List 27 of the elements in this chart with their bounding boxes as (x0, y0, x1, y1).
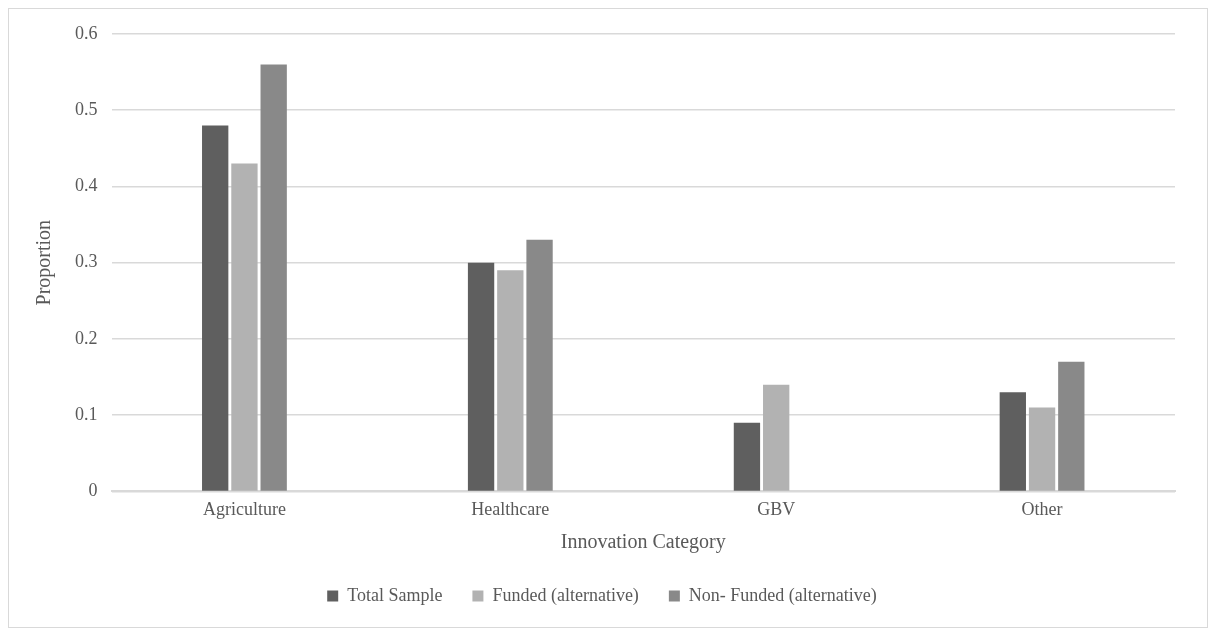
y-tick-label: 0.4 (75, 175, 98, 196)
bar (467, 262, 495, 491)
bar (1058, 361, 1085, 491)
bar (497, 270, 524, 491)
y-tick-label: 0.5 (75, 98, 98, 119)
legend-label: Total Sample (347, 584, 443, 605)
x-tick-label: Healthcare (471, 498, 550, 519)
legend-label: Non- Funded (alternative) (688, 584, 877, 606)
bar (1028, 407, 1056, 491)
x-tick-label: Other (1021, 498, 1063, 519)
x-axis-title: Innovation Category (560, 530, 726, 554)
x-tick-label: Agriculture (202, 498, 286, 519)
y-tick-label: 0.1 (75, 403, 98, 424)
bar (999, 392, 1026, 491)
x-tick-label: GBV (757, 498, 796, 519)
y-axis-title: Proportion (32, 219, 56, 306)
y-tick-label: 0.2 (75, 327, 98, 348)
bar (526, 239, 553, 491)
bar (763, 384, 790, 491)
y-tick-label: 0 (88, 480, 98, 501)
bar (202, 125, 229, 491)
bar (231, 163, 258, 491)
legend-label: Funded (alternative) (492, 584, 639, 606)
bar (733, 422, 761, 491)
bar (260, 64, 287, 491)
y-tick-label: 0.3 (75, 251, 98, 272)
y-tick-label: 0.6 (75, 22, 98, 43)
